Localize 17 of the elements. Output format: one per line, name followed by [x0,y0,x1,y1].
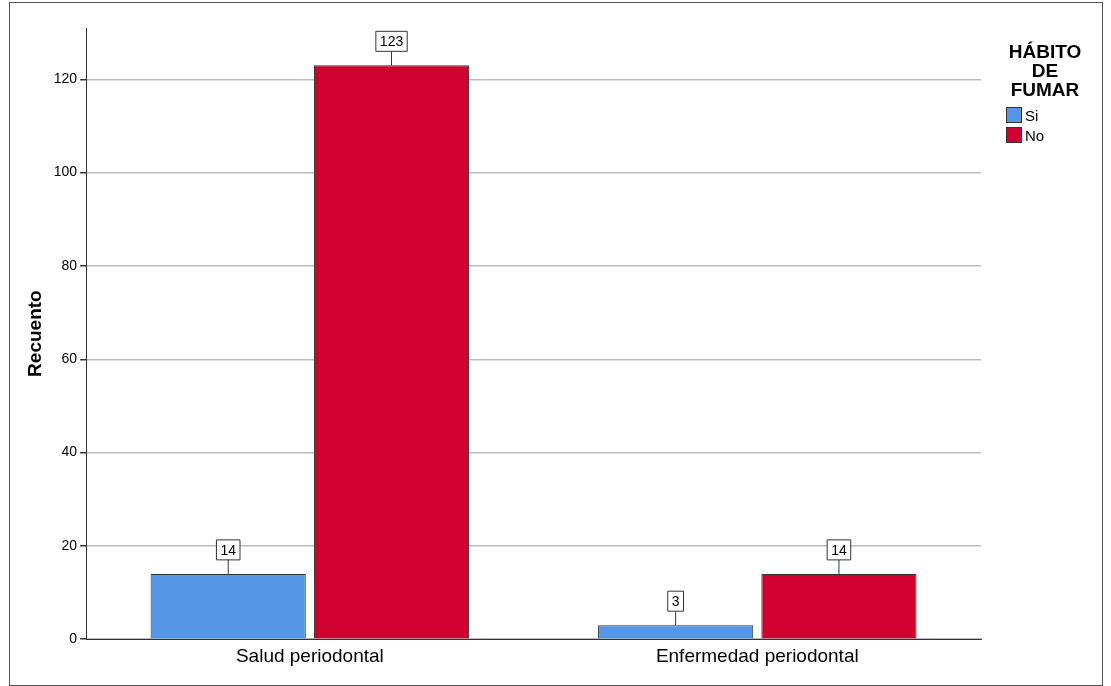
y-tick-label: 80 [61,256,78,273]
y-axis-title: Recuento [23,290,45,377]
data-label: 14 [831,541,847,558]
legend-label: Si [1025,106,1039,124]
data-label: 14 [220,541,237,558]
y-tick-label: 100 [53,163,78,180]
y-tick-label: 120 [53,70,78,87]
data-label: 123 [379,33,404,50]
y-tick-label: 20 [61,536,78,553]
x-tick-label: Salud periodontal [235,644,384,666]
y-tick-label: 60 [61,350,78,367]
y-tick-label: 0 [69,630,78,647]
legend-label: No [1025,126,1045,144]
legend-title: HÁBITO DE FUMAR [1007,41,1083,100]
x-tick-label: Enfermedad periodontal [655,644,859,666]
y-tick-label: 40 [61,443,78,460]
data-label: 3 [671,593,680,610]
